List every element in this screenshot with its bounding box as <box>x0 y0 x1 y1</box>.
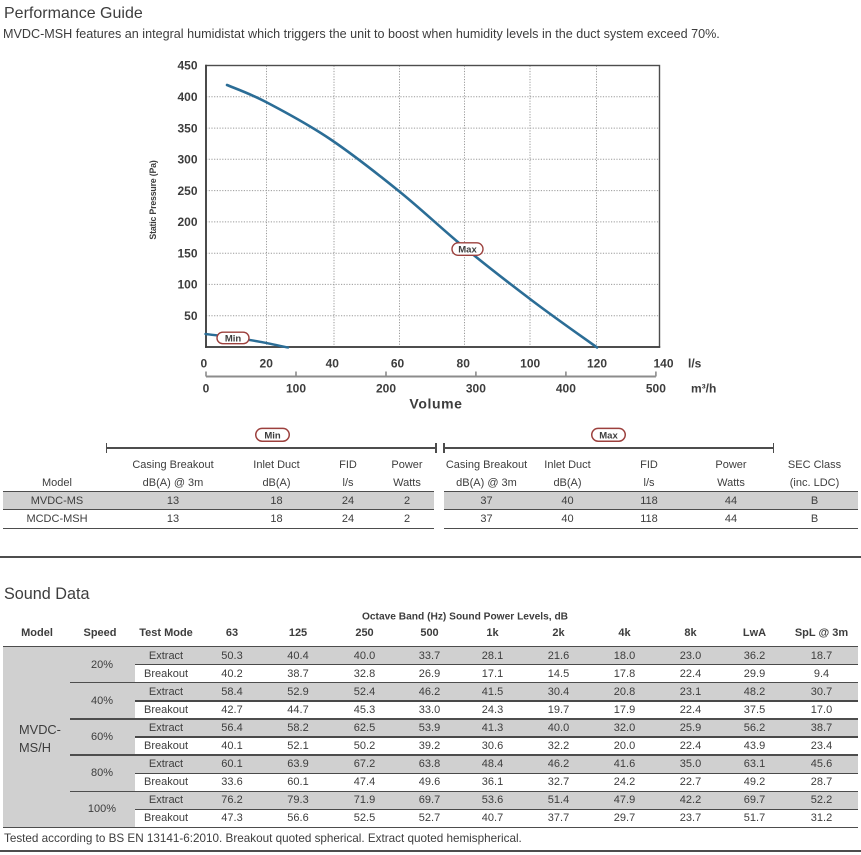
svg-text:20: 20 <box>260 357 274 371</box>
svg-text:60: 60 <box>391 357 405 371</box>
svg-text:400: 400 <box>556 382 576 396</box>
svg-text:Volume: Volume <box>409 396 462 412</box>
svg-text:0: 0 <box>203 382 210 396</box>
svg-text:m³/h: m³/h <box>691 382 716 396</box>
svg-text:l/s: l/s <box>688 357 702 371</box>
svg-text:150: 150 <box>177 246 197 260</box>
svg-text:450: 450 <box>177 59 197 73</box>
svg-text:100: 100 <box>177 278 197 292</box>
svg-text:100: 100 <box>520 357 540 371</box>
svg-text:40: 40 <box>326 357 340 371</box>
svg-text:350: 350 <box>177 121 197 135</box>
svg-text:400: 400 <box>177 90 197 104</box>
svg-text:140: 140 <box>653 357 673 371</box>
svg-text:200: 200 <box>376 382 396 396</box>
svg-text:120: 120 <box>587 357 607 371</box>
svg-text:100: 100 <box>286 382 306 396</box>
svg-text:Max: Max <box>599 430 618 441</box>
svg-text:Max: Max <box>458 244 477 255</box>
svg-text:200: 200 <box>177 215 197 229</box>
svg-text:300: 300 <box>466 382 486 396</box>
svg-text:80: 80 <box>457 357 471 371</box>
svg-text:Static Pressure (Pa): Static Pressure (Pa) <box>148 160 158 239</box>
svg-text:300: 300 <box>177 153 197 167</box>
svg-text:Min: Min <box>264 430 281 441</box>
svg-text:250: 250 <box>177 184 197 198</box>
svg-text:500: 500 <box>646 382 666 396</box>
svg-text:Min: Min <box>225 333 242 344</box>
svg-text:50: 50 <box>184 309 198 323</box>
svg-text:0: 0 <box>200 357 207 371</box>
